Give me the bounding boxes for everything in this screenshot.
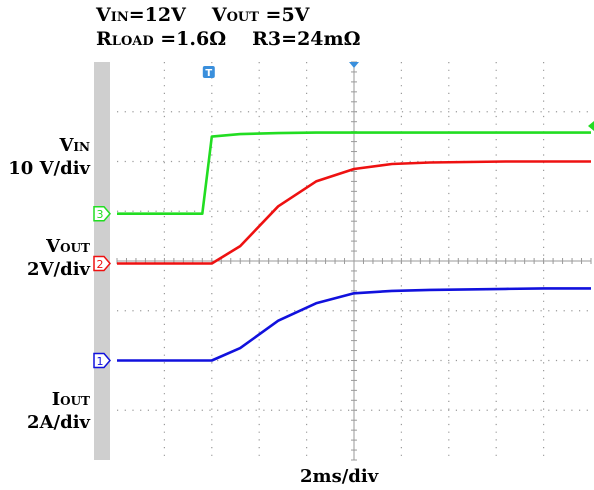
- vin-trace: [117, 131, 591, 215]
- iout-trace: [117, 287, 591, 362]
- ch2-marker-icon: [93, 255, 111, 272]
- trigger-marker-icon: [202, 66, 215, 78]
- time-scale-label: 2ms/div: [300, 466, 379, 487]
- r3-header: R3=24mΩ: [252, 28, 361, 50]
- vout-trace: [117, 160, 591, 265]
- vout-header: VOUT =5V: [211, 4, 310, 26]
- ch3-marker-icon: [93, 205, 111, 222]
- ch1-marker-icon: [93, 352, 111, 369]
- vin-channel-label: VIN 10 V/div: [0, 135, 90, 180]
- trigger-position-icon: [349, 62, 359, 68]
- header-line-1: VIN=12V VOUT =5V: [96, 4, 309, 26]
- channel-marker-label: 2: [97, 258, 104, 271]
- grid: [116, 61, 592, 461]
- vout-channel-label: VOUT 2V/div: [0, 236, 90, 281]
- channel-marker-label: 1: [97, 355, 104, 368]
- vout-scale: 2V/div: [27, 259, 90, 280]
- rload-header: RLOAD =1.6Ω: [96, 28, 227, 50]
- trigger-level-icon: [588, 121, 594, 131]
- vin-scale: 10 V/div: [8, 158, 90, 179]
- markers: 3 2 1 T: [93, 62, 594, 369]
- channel-marker-label: 3: [97, 208, 104, 221]
- iout-scale: 2A/div: [27, 412, 90, 433]
- iout-channel-label: IOUT 2A/div: [0, 389, 90, 434]
- traces: [117, 131, 591, 362]
- vin-header: VIN=12V: [96, 4, 186, 26]
- header-line-2: RLOAD =1.6Ω R3=24mΩ: [96, 28, 361, 50]
- trigger-marker-label: T: [205, 68, 212, 79]
